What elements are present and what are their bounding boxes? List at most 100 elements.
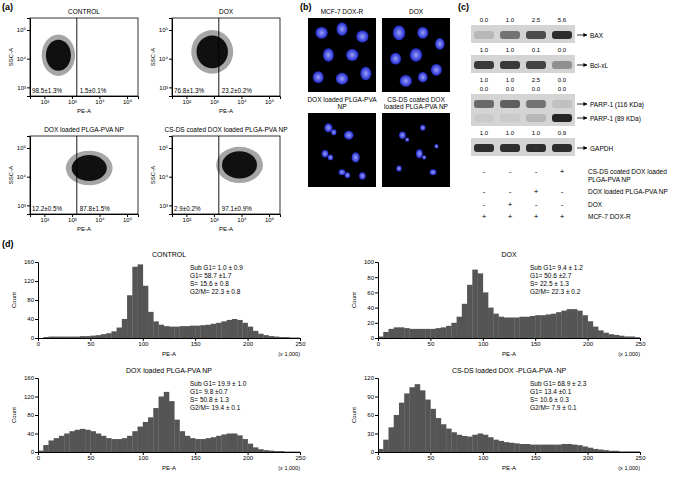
axis-unit: (x 1,000) (278, 465, 300, 471)
axis-line (27, 137, 31, 215)
tick-label: 150 (191, 455, 202, 461)
nucleus (313, 71, 324, 83)
densitometry-value: 1.0 (506, 17, 515, 23)
band (552, 31, 572, 39)
nucleus (328, 154, 333, 160)
label-line: MCF-7 DOX-R (588, 213, 631, 220)
histogram-bar (279, 337, 285, 338)
axis-line (379, 453, 641, 456)
tick: 40 (27, 316, 38, 322)
histogram-bar (535, 315, 541, 338)
nucleus (416, 149, 423, 158)
band (474, 114, 494, 122)
tick-mark (169, 87, 172, 88)
tick-label: 40 (27, 431, 34, 437)
treatment-sign: - (509, 167, 512, 176)
histogram-bar (551, 445, 557, 452)
x-axis: 10²10³10⁴10⁵ (173, 214, 281, 223)
percent-label: 97.1±0.9% (222, 205, 252, 212)
histogram-bar (80, 429, 86, 452)
histogram-panel: 05010015020025004080120160 (24, 375, 306, 461)
nucleus (336, 73, 348, 85)
micrograph-background (308, 18, 376, 92)
histogram-bar (75, 337, 81, 338)
densitometry-value: 1.0 (480, 130, 489, 136)
phase-stat: G2/M= 22.3 ± 0.8 (190, 288, 241, 295)
scatter-panel: 10²10³10⁴10⁵10³10⁴10⁵ (17, 136, 139, 223)
axis-line (379, 339, 641, 342)
histogram-bar (263, 450, 269, 452)
tick-label: 10⁵ (265, 217, 275, 223)
data-area (42, 18, 77, 96)
tick: 10⁴ (237, 96, 247, 105)
phase-stat: G1= 58.7 ±1.7 (190, 272, 232, 279)
histogram-bar (101, 334, 107, 338)
histogram-bar (43, 337, 49, 338)
tick: 10⁵ (159, 27, 172, 33)
band (500, 61, 520, 69)
axis-line (39, 339, 301, 342)
tick-mark (169, 177, 172, 178)
tick-mark (169, 205, 172, 206)
image-title: MCF-7 DOX-R (321, 8, 364, 15)
nucleus (331, 129, 336, 135)
tick-mark (375, 338, 378, 339)
histogram-bar (164, 392, 170, 452)
histogram-bar (493, 440, 499, 452)
tick: 10² (41, 214, 50, 223)
tick-label: 100 (138, 455, 149, 461)
histogram-bar (206, 438, 212, 452)
tick-label: 250 (295, 341, 306, 347)
tick-mark (35, 378, 38, 379)
tick-label: 50 (88, 341, 95, 347)
tick: 10³ (17, 85, 30, 91)
histogram-bar (185, 436, 191, 452)
tick-mark (169, 148, 172, 149)
histogram-bar (467, 285, 473, 338)
histogram-bar (59, 337, 65, 338)
axis-unit: (x 1,000) (618, 351, 640, 357)
chart-title: DOX (501, 251, 517, 258)
y-axis: 0306090120 (364, 375, 379, 455)
tick-mark (27, 59, 30, 60)
nucleus (346, 49, 358, 61)
y-axis: 10³10⁴10⁵ (159, 19, 173, 97)
histogram-bar (483, 435, 489, 452)
histogram-bar (540, 445, 546, 452)
histogram-bar (138, 427, 144, 452)
tick-mark (169, 59, 172, 60)
tick-label: 10⁵ (159, 145, 169, 151)
histogram-bar (43, 445, 49, 452)
tick: 10⁵ (265, 96, 275, 105)
tick: 10³ (17, 203, 30, 209)
histogram-bar (598, 450, 604, 452)
histogram-bar (221, 434, 227, 452)
label-line: MCF-7 DOX-R (321, 8, 364, 15)
tick: 60 (367, 412, 378, 418)
histogram-bar (399, 403, 405, 452)
image-title: DOX loaded PLGA-PVANP (307, 96, 377, 111)
tick-label: 0 (37, 455, 41, 461)
gate-line (218, 18, 219, 96)
event-cloud (66, 151, 113, 186)
histogram-bar (441, 327, 447, 338)
histogram-bar (404, 328, 410, 338)
micrograph (382, 113, 450, 187)
histogram-bar (216, 436, 222, 452)
tick-label: 10⁴ (95, 99, 105, 105)
densitometry-value: 0.0 (532, 86, 541, 92)
nucleus (323, 48, 334, 61)
histogram-bar (258, 449, 264, 452)
histogram-bar (90, 431, 96, 452)
densitometry-value: 0.0 (506, 86, 515, 92)
tick-mark (169, 30, 172, 31)
treatment-sign: - (483, 187, 486, 196)
axis-line (375, 263, 379, 339)
tick: 0 (37, 452, 41, 461)
tick: 100 (478, 452, 489, 461)
nucleus (431, 64, 442, 76)
histogram-bar (525, 317, 531, 338)
tick: 60 (367, 290, 378, 296)
histogram-bar (451, 323, 457, 338)
tick: 250 (635, 452, 646, 461)
